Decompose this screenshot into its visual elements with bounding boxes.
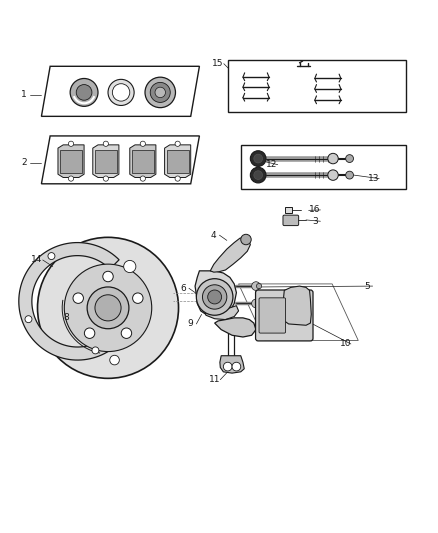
Circle shape: [76, 85, 92, 100]
Text: 13: 13: [368, 174, 379, 183]
Circle shape: [328, 154, 338, 164]
Circle shape: [256, 301, 261, 306]
Polygon shape: [95, 150, 117, 173]
Text: 16: 16: [309, 205, 321, 214]
Circle shape: [85, 328, 95, 338]
Circle shape: [196, 279, 233, 315]
Polygon shape: [165, 145, 191, 177]
Polygon shape: [215, 318, 256, 337]
Circle shape: [48, 253, 55, 260]
Polygon shape: [60, 150, 82, 173]
Circle shape: [140, 141, 145, 147]
Circle shape: [254, 154, 262, 163]
Polygon shape: [195, 271, 237, 315]
Circle shape: [140, 176, 145, 181]
Circle shape: [87, 287, 129, 329]
Circle shape: [175, 141, 180, 147]
Circle shape: [232, 362, 241, 371]
Text: 14: 14: [32, 255, 43, 264]
Polygon shape: [283, 286, 311, 325]
Circle shape: [150, 83, 170, 102]
Circle shape: [103, 271, 113, 282]
Circle shape: [110, 356, 119, 365]
Circle shape: [68, 176, 74, 181]
Polygon shape: [93, 145, 119, 177]
Circle shape: [108, 79, 134, 106]
Text: 9: 9: [188, 319, 194, 328]
Circle shape: [25, 316, 32, 322]
Circle shape: [208, 290, 222, 304]
Text: 10: 10: [339, 340, 351, 349]
Circle shape: [70, 78, 98, 107]
Polygon shape: [58, 145, 84, 177]
Circle shape: [145, 77, 176, 108]
Polygon shape: [132, 150, 154, 173]
Text: 2: 2: [21, 158, 27, 167]
Text: 12: 12: [266, 160, 278, 169]
Circle shape: [252, 282, 260, 290]
FancyBboxPatch shape: [283, 215, 299, 225]
Circle shape: [133, 293, 143, 303]
Circle shape: [124, 261, 136, 272]
Text: 4: 4: [211, 231, 216, 240]
Circle shape: [103, 176, 109, 181]
Circle shape: [92, 347, 99, 354]
Text: 8: 8: [63, 313, 69, 322]
Circle shape: [252, 299, 260, 308]
Circle shape: [64, 264, 152, 352]
Polygon shape: [210, 237, 251, 272]
Circle shape: [68, 141, 74, 147]
Text: 15: 15: [212, 59, 224, 68]
Polygon shape: [220, 356, 244, 373]
Circle shape: [175, 176, 180, 181]
Polygon shape: [204, 305, 239, 320]
Circle shape: [251, 167, 266, 183]
Circle shape: [202, 285, 227, 309]
Circle shape: [155, 87, 166, 98]
Circle shape: [38, 237, 179, 378]
Circle shape: [256, 284, 261, 289]
Circle shape: [95, 295, 121, 321]
Polygon shape: [167, 150, 188, 173]
FancyBboxPatch shape: [255, 290, 313, 341]
Circle shape: [346, 171, 353, 179]
Polygon shape: [19, 243, 131, 360]
Circle shape: [121, 328, 132, 338]
Polygon shape: [130, 145, 156, 177]
Text: 1: 1: [21, 90, 27, 99]
Text: 5: 5: [364, 281, 370, 290]
Circle shape: [103, 141, 109, 147]
Circle shape: [346, 155, 353, 163]
Circle shape: [241, 235, 251, 245]
Circle shape: [328, 170, 338, 180]
FancyBboxPatch shape: [259, 298, 286, 333]
Bar: [285, 207, 292, 213]
Circle shape: [113, 84, 130, 101]
Text: 3: 3: [312, 217, 318, 226]
Circle shape: [73, 293, 83, 303]
Circle shape: [223, 362, 232, 371]
Circle shape: [251, 151, 266, 166]
Text: 11: 11: [209, 375, 220, 384]
Circle shape: [254, 171, 262, 180]
Text: 6: 6: [180, 284, 186, 293]
